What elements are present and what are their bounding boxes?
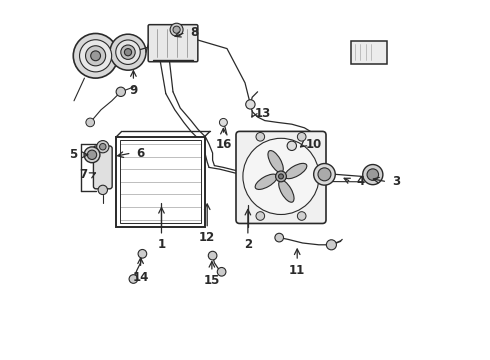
Circle shape <box>97 140 109 153</box>
Circle shape <box>326 240 337 250</box>
Circle shape <box>363 165 383 185</box>
Circle shape <box>275 233 284 242</box>
Text: 13: 13 <box>255 107 271 120</box>
Text: 10: 10 <box>305 138 321 150</box>
Circle shape <box>297 212 306 220</box>
Circle shape <box>256 132 265 141</box>
FancyBboxPatch shape <box>236 131 326 224</box>
Text: 15: 15 <box>204 274 220 287</box>
Text: 14: 14 <box>132 271 149 284</box>
Circle shape <box>86 118 95 127</box>
Text: 3: 3 <box>392 175 400 188</box>
Circle shape <box>87 150 97 159</box>
Circle shape <box>220 118 227 126</box>
Text: 11: 11 <box>289 264 305 276</box>
Circle shape <box>116 40 140 64</box>
Circle shape <box>91 51 100 61</box>
Circle shape <box>99 143 106 150</box>
Circle shape <box>116 87 125 96</box>
Circle shape <box>297 132 306 141</box>
Circle shape <box>79 40 112 72</box>
Text: 4: 4 <box>356 175 365 188</box>
Circle shape <box>367 169 379 180</box>
Bar <box>120 140 201 223</box>
Text: 2: 2 <box>244 238 252 251</box>
Bar <box>351 41 387 64</box>
Circle shape <box>138 249 147 258</box>
Ellipse shape <box>255 174 277 189</box>
Circle shape <box>287 141 296 150</box>
FancyBboxPatch shape <box>148 25 198 62</box>
Ellipse shape <box>279 180 294 202</box>
Text: 6: 6 <box>137 147 145 159</box>
Text: 16: 16 <box>215 138 232 150</box>
Ellipse shape <box>268 150 283 173</box>
Circle shape <box>278 174 284 179</box>
Circle shape <box>74 33 118 78</box>
Circle shape <box>314 163 335 185</box>
Text: 5: 5 <box>69 148 77 161</box>
Circle shape <box>243 138 319 215</box>
Text: 12: 12 <box>199 231 215 244</box>
Text: 8: 8 <box>191 26 199 39</box>
Circle shape <box>173 26 180 33</box>
Circle shape <box>110 34 146 70</box>
Circle shape <box>245 100 255 109</box>
Text: 1: 1 <box>157 238 166 251</box>
FancyBboxPatch shape <box>94 146 112 189</box>
Circle shape <box>129 275 138 283</box>
Bar <box>116 137 204 227</box>
Circle shape <box>318 168 331 181</box>
Circle shape <box>98 185 107 195</box>
Circle shape <box>275 171 286 182</box>
Ellipse shape <box>285 163 307 179</box>
Circle shape <box>84 147 100 163</box>
Circle shape <box>170 23 183 36</box>
Text: 7: 7 <box>79 168 87 181</box>
Circle shape <box>208 251 217 260</box>
Text: 9: 9 <box>129 84 138 96</box>
Circle shape <box>217 267 226 276</box>
Circle shape <box>124 49 132 56</box>
Circle shape <box>86 46 106 66</box>
Circle shape <box>256 212 265 220</box>
Circle shape <box>121 45 135 59</box>
